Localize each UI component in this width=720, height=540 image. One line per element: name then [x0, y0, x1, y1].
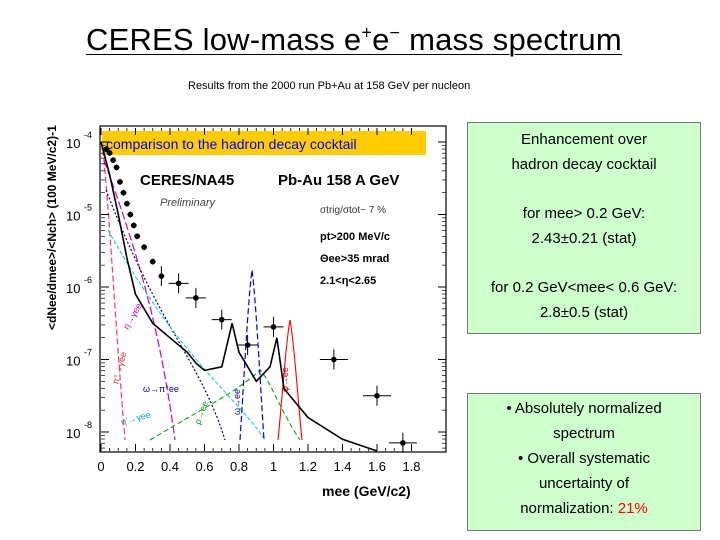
x-tick-label: 0	[97, 459, 104, 474]
enhancement-line1: Enhancement over	[521, 131, 647, 148]
x-axis-label: mee (GeV/c2)	[322, 483, 411, 499]
system-label: Pb-Au 158 A GeV	[278, 172, 399, 189]
eta-prime-curve	[107, 229, 266, 441]
enhancement-line5: for 0.2 GeV<mee< 0.6 GeV:	[490, 279, 678, 296]
y-tick-label: 10	[66, 209, 80, 224]
data-point	[374, 392, 380, 399]
normalization-line4: uncertainty of	[538, 475, 630, 492]
data-point	[110, 157, 116, 163]
x-tick-label: 1	[270, 459, 277, 474]
cocktail-total-line	[100, 141, 378, 452]
preliminary-label: Preliminary	[160, 197, 217, 209]
y-tick-exponent: -4	[84, 130, 92, 140]
x-tick-label: 0.4	[161, 459, 179, 474]
data-point	[331, 356, 337, 363]
x-tick-label: 1.6	[368, 459, 386, 474]
data-point	[120, 189, 127, 196]
x-tick-label: 0.2	[126, 459, 144, 474]
x-tick-label: 1.8	[402, 459, 420, 474]
eta-cut-label: 2.1<η<2.65	[320, 275, 376, 287]
omega-ee-label: ω→ee	[232, 389, 242, 415]
y-axis-label: <dNee/dmee>/<Nch> (100 MeV/c2)-1	[45, 125, 59, 330]
pi0-dalitz-curve	[102, 149, 126, 441]
x-tick-label: 1.4	[333, 459, 351, 474]
data-point	[124, 200, 130, 207]
normalization-line3: • Overall systematic	[518, 450, 650, 467]
data-point	[244, 342, 251, 348]
y-tick-exponent: -6	[84, 275, 92, 285]
normalization-value: 21%	[617, 500, 648, 517]
data-point	[141, 244, 147, 250]
experiment-label: CERES/NA45	[140, 172, 234, 189]
y-tick-label: 10	[66, 136, 80, 151]
pt-cut-label: pt>200 MeV/c	[320, 231, 390, 243]
enhancement-panel: Enhancement over hadron decay cocktail f…	[467, 122, 701, 334]
eta-dalitz-curve	[103, 159, 176, 441]
omega-dalitz-curve	[105, 189, 226, 441]
data-point	[117, 179, 123, 185]
enhancement-line2: hadron decay cocktail	[511, 156, 657, 173]
data-point	[158, 273, 165, 279]
data-point	[218, 316, 225, 323]
y-tick-exponent: -7	[84, 348, 92, 358]
data-point	[400, 440, 406, 446]
cocktail-total-layer	[100, 141, 378, 452]
data-point	[106, 150, 113, 156]
y-tick-label: 10	[66, 354, 80, 369]
phi-curve	[277, 319, 303, 441]
normalization-line1: • Absolutely normalized	[506, 400, 662, 417]
sigma-label: σtrig/σtot~ 7 %	[320, 205, 386, 216]
plot-frame	[99, 125, 447, 453]
y-tick-label: 10	[66, 426, 80, 441]
normalization-line2: spectrum	[553, 425, 615, 442]
y-tick-exponent: -8	[84, 420, 92, 430]
x-tick-label: 0.6	[195, 459, 213, 474]
chart-title-banner	[102, 131, 426, 155]
enhancement-line6: 2.8±0.5 (stat)	[539, 304, 629, 321]
slide-subtitle: Results from the 2000 run Pb+Au at 158 G…	[188, 80, 471, 92]
axes-layer: 0 0.2 0.4 0.6 0.8 1 1.2 1.4 1.6 1.8 10 -4 10 -5 10 -6 10…	[66, 128, 446, 474]
normalization-line5: normalization: 21%	[520, 500, 648, 517]
normalization-panel: • Absolutely normalized spectrum • Overa…	[467, 393, 701, 531]
omega-dalitz-label: ω→π°ee	[143, 384, 179, 394]
data-point	[103, 146, 109, 153]
enhancement-line4: 2.43±0.21 (stat)	[531, 230, 637, 247]
omega-curve	[239, 269, 265, 441]
data-point	[134, 233, 141, 240]
phi-label: φ→ee	[280, 367, 290, 392]
data-points-layer	[103, 146, 417, 453]
data-point	[113, 164, 120, 171]
x-tick-label: 1.2	[299, 459, 317, 474]
data-point	[270, 324, 277, 330]
data-point	[149, 258, 156, 265]
enhancement-line3: for mee> 0.2 GeV:	[522, 205, 646, 222]
theta-cut-label: Θee>35 mrad	[320, 253, 389, 265]
data-point	[175, 280, 182, 287]
data-point	[193, 295, 199, 301]
chart-title: comparison to the hadron decay cocktail	[106, 136, 357, 152]
y-tick-label: 10	[66, 281, 80, 296]
slide-title: CERES low-mass e+e− mass spectrum	[86, 22, 622, 57]
data-point	[127, 211, 134, 218]
x-tick-label: 0.8	[230, 459, 248, 474]
data-point	[130, 222, 137, 229]
y-tick-exponent: -5	[84, 203, 92, 213]
